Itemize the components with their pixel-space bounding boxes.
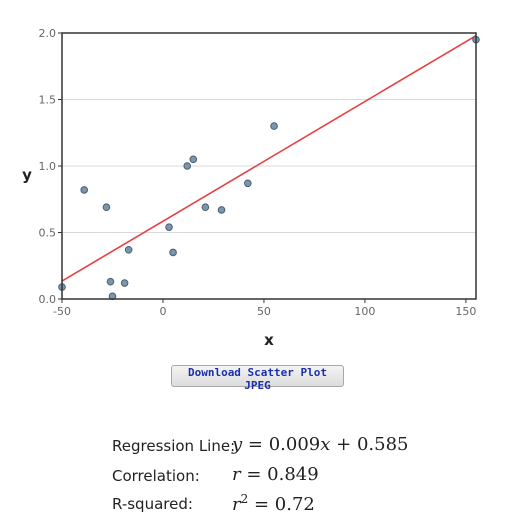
scatter-point — [243, 179, 252, 188]
scatter-point — [120, 279, 129, 287]
correlation-row: Correlation: r = 0.849 — [112, 464, 319, 485]
rsquared-value: = 0.72 — [253, 494, 315, 515]
regression-x-var: x — [320, 434, 331, 455]
y-tick-label: 0.0 — [39, 293, 57, 306]
x-tick-label: 0 — [159, 305, 166, 318]
correlation-equation: r = 0.849 — [232, 464, 319, 485]
rsquared-label: R-squared: — [112, 495, 193, 513]
scatter-point — [201, 203, 210, 212]
scatter-point — [270, 122, 278, 130]
y-tick-label: 1.0 — [39, 160, 57, 173]
download-scatter-plot-button[interactable]: Download Scatter Plot JPEG — [171, 365, 344, 392]
scatter-point — [165, 223, 173, 231]
rsquared-exponent: 2 — [240, 492, 249, 506]
y-axis-title: y — [22, 166, 32, 184]
scatter-point — [106, 277, 115, 286]
regression-label: Regression Line: — [112, 437, 236, 455]
correlation-value: = 0.849 — [246, 464, 319, 485]
regression-line — [61, 34, 477, 282]
y-tick-label: 0.5 — [39, 227, 57, 240]
scatter-point — [169, 248, 177, 257]
y-tick-label: 2.0 — [39, 27, 57, 40]
scatter-point — [217, 206, 226, 214]
plot-frame — [61, 32, 477, 300]
y-tick-label: 1.5 — [39, 94, 57, 107]
regression-eq-mid: = 0.009 — [247, 434, 321, 455]
scatter-point — [183, 162, 192, 170]
regression-y-var: y — [232, 434, 243, 455]
rsquared-row: R-squared: r2 = 0.72 — [112, 492, 315, 515]
x-tick-label: 100 — [354, 305, 375, 318]
scatter-plot: 0.0 0.5 1.0 1.5 2.0 -50 0 50 100 150 x y — [22, 27, 480, 349]
correlation-label: Correlation: — [112, 467, 200, 485]
x-tick-label: 150 — [455, 305, 476, 318]
correlation-var: r — [232, 464, 241, 485]
regression-equation: y = 0.009x + 0.585 — [232, 434, 408, 455]
rsquared-var: r — [232, 494, 241, 515]
rsquared-equation: r2 = 0.72 — [232, 492, 315, 515]
x-tick-label: 50 — [257, 305, 271, 318]
scatter-point — [189, 155, 198, 164]
x-tick-label: -50 — [53, 305, 71, 318]
scatter-point — [80, 186, 89, 194]
x-axis-title: x — [264, 331, 274, 349]
scatter-point — [124, 245, 133, 254]
regression-eq-tail: + 0.585 — [336, 434, 409, 455]
regression-row: Regression Line: y = 0.009x + 0.585 — [112, 434, 408, 455]
scatter-point — [102, 203, 111, 212]
